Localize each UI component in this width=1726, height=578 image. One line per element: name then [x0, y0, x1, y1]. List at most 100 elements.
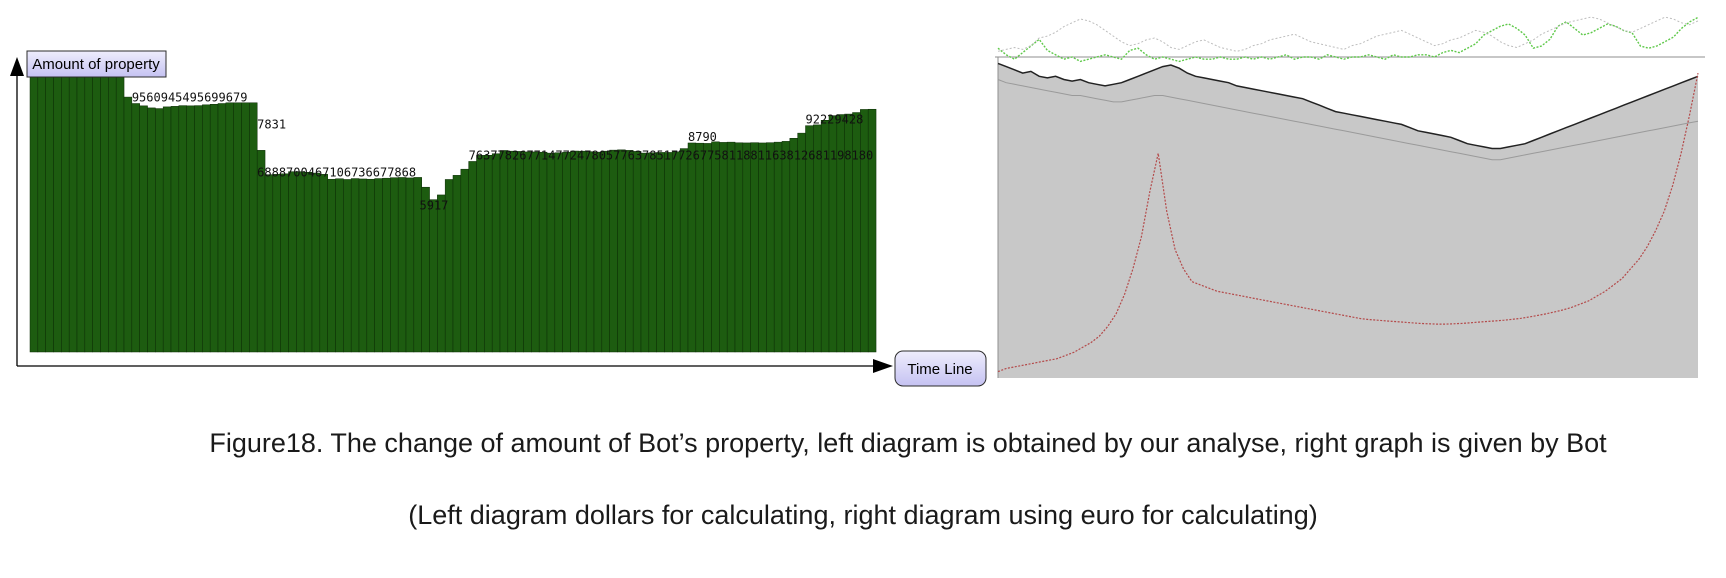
bar — [719, 142, 728, 353]
bar — [499, 150, 509, 353]
bar — [617, 149, 626, 353]
value-label: 9560945495699679 — [132, 91, 248, 105]
bar — [664, 152, 673, 353]
bar — [256, 150, 266, 353]
green-line — [997, 16, 1699, 63]
left-bar-chart: 1094710974956094549569967978316888700467… — [10, 50, 987, 387]
bar — [797, 132, 806, 353]
bar — [170, 106, 180, 353]
bar — [108, 69, 117, 353]
bar — [750, 142, 759, 353]
bar — [515, 151, 524, 353]
y-axis-label-box — [26, 50, 167, 78]
bar — [264, 174, 274, 353]
figure-subcaption: (Left diagram dollars for calculating, r… — [408, 500, 1318, 530]
bar — [319, 174, 328, 353]
bar — [327, 178, 336, 353]
gray-area-fill — [998, 63, 1698, 379]
value-label: 92229428 — [806, 113, 864, 127]
bar — [280, 173, 289, 353]
bar — [726, 141, 736, 353]
bar — [68, 74, 78, 353]
bar — [648, 152, 657, 353]
bar — [178, 105, 187, 353]
bar — [194, 105, 203, 353]
bar — [92, 70, 101, 353]
bar — [578, 150, 587, 353]
value-label: 7831 — [257, 117, 286, 131]
bar — [632, 151, 642, 353]
bar — [217, 103, 227, 353]
bar — [758, 142, 767, 353]
bar — [437, 194, 446, 353]
bar — [288, 171, 297, 353]
bar — [742, 142, 751, 353]
bar — [711, 141, 720, 353]
bar — [570, 150, 579, 353]
bar — [672, 151, 681, 353]
bar — [76, 72, 86, 353]
bar — [593, 151, 603, 353]
bar — [350, 178, 360, 353]
bar — [303, 172, 313, 353]
bar — [147, 107, 156, 353]
bar — [789, 138, 798, 353]
bar — [358, 178, 368, 353]
bar — [390, 177, 399, 353]
bar — [272, 174, 281, 353]
light-gray-top-line — [997, 16, 1699, 52]
bar — [781, 141, 791, 353]
bar — [554, 152, 563, 353]
bar — [468, 161, 477, 353]
bar — [29, 69, 39, 353]
bar — [546, 152, 556, 353]
bar — [374, 178, 383, 353]
figure-caption: Figure18. The change of amount of Bot’s … — [209, 428, 1607, 458]
bar — [531, 151, 540, 353]
bar — [405, 177, 415, 353]
bar — [84, 69, 93, 353]
bar — [397, 177, 407, 353]
bar — [640, 152, 650, 353]
value-label: 6888700467106736677868 — [257, 166, 416, 180]
black-upper-line — [997, 62, 1699, 150]
bar — [773, 141, 783, 353]
value-label: 7637782677147724780577637851772677581188… — [469, 148, 874, 162]
bar — [491, 153, 501, 353]
bar — [241, 102, 250, 353]
bar — [585, 151, 595, 353]
value-label: 5917 — [420, 199, 449, 213]
x-axis-label-box — [894, 350, 987, 387]
bar — [100, 69, 109, 353]
bar — [343, 179, 352, 353]
bar — [766, 142, 775, 353]
bar — [867, 108, 877, 353]
bar — [45, 70, 54, 353]
bar — [523, 151, 532, 353]
bar — [656, 152, 665, 353]
bar — [233, 102, 242, 353]
bar — [538, 151, 548, 353]
bar — [335, 178, 344, 353]
right-bot-graph — [995, 16, 1705, 379]
bar — [507, 150, 516, 353]
x-axis-arrowhead — [873, 359, 893, 373]
bar — [225, 102, 234, 353]
bar — [860, 109, 869, 353]
bar — [703, 143, 712, 353]
bar — [695, 142, 704, 353]
bar — [366, 178, 375, 353]
bar — [202, 104, 211, 353]
bar — [139, 105, 148, 353]
red-lower-line — [997, 72, 1699, 373]
x-axis-label: Time Line — [907, 361, 972, 378]
bar — [625, 150, 634, 353]
y-axis-arrowhead — [10, 57, 24, 76]
bar — [452, 175, 462, 353]
bar — [162, 106, 172, 353]
bar — [209, 104, 219, 353]
y-axis-label: Amount of property — [32, 56, 160, 73]
bar — [460, 168, 469, 353]
bar — [429, 199, 438, 353]
bar — [61, 73, 70, 353]
